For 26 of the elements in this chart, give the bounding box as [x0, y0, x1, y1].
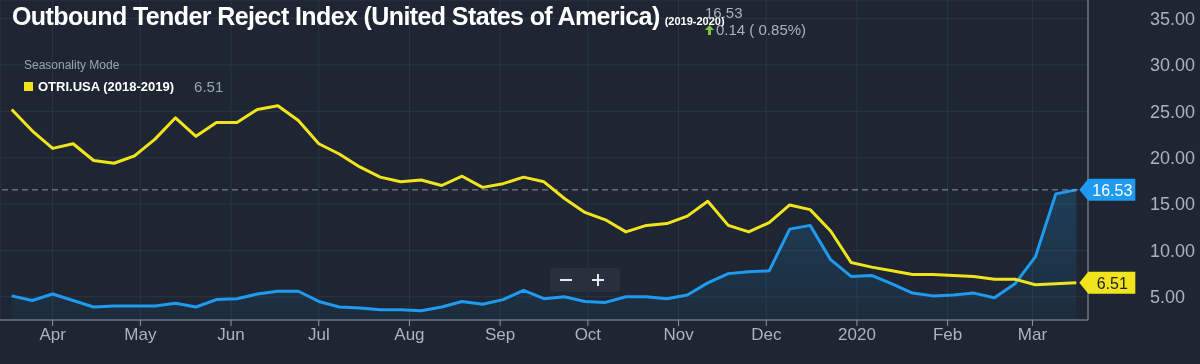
data-label: 6.51: [1096, 274, 1128, 292]
x-tick-label: Jun: [217, 325, 245, 345]
x-tick-label: Aug: [394, 325, 425, 345]
data-label: 16.53: [1092, 181, 1133, 199]
y-tick-label: 20.00: [1150, 148, 1196, 169]
x-tick-label: Sep: [485, 325, 516, 345]
x-tick-label: Mar: [1017, 325, 1048, 345]
x-tick-label: Dec: [751, 325, 782, 345]
x-tick-label: Apr: [39, 325, 67, 345]
y-tick-label: 30.00: [1150, 55, 1196, 76]
y-tick-label: 25.00: [1150, 101, 1196, 122]
x-tick-label: Feb: [932, 325, 963, 345]
line-series: [10, 104, 1078, 287]
legend-title: Seasonality Mode: [24, 58, 121, 72]
y-tick-label: 15.00: [1150, 194, 1196, 215]
y-tick-label: 35.00: [1150, 8, 1196, 29]
legend-label: OTRI.USA (2018-2019): [38, 79, 175, 94]
chart-title: Outbound Tender Reject Index (United States of America): [12, 2, 660, 31]
x-tick-label: Nov: [663, 325, 695, 345]
x-tick-label: Jul: [307, 325, 330, 345]
x-tick-label: May: [124, 325, 157, 345]
annotation: 6.51: [194, 78, 224, 95]
y-tick-label: 10.00: [1150, 240, 1196, 261]
x-tick-label: Oct: [574, 325, 602, 345]
y-tick-label: 5.00: [1150, 287, 1186, 308]
x-tick-label: 2020: [838, 325, 876, 345]
